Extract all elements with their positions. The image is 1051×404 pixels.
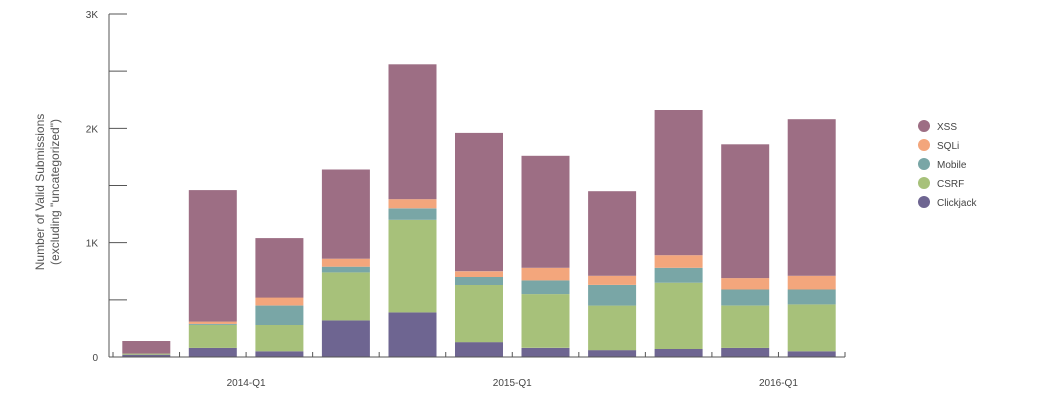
bar-segment-csrf-2015-q4	[721, 305, 770, 348]
bar-segment-clickjack-2015-q3	[654, 349, 703, 357]
bar-segment-xss-2015-q1	[521, 155, 570, 268]
bar-segment-sqli-2014-q1	[255, 297, 304, 306]
bar-segment-csrf-2014-q4	[455, 285, 503, 343]
bar-segment-clickjack-2015-q2	[588, 350, 637, 357]
y-ticks-layer: 0 1K 2K 3K	[86, 10, 127, 364]
bar-segment-sqli-2015-q2	[588, 275, 637, 285]
legend-label-csrf: CSRF	[937, 179, 964, 190]
bar-segment-clickjack-2015-q1	[521, 347, 570, 357]
bar-segment-clickjack-2013-q3	[122, 354, 171, 357]
legend-swatch-mobile	[918, 158, 930, 170]
legend-label-xss: XSS	[937, 122, 957, 133]
legend-swatch-xss	[918, 120, 930, 132]
bar-segment-clickjack-2014-q3	[388, 312, 437, 357]
bar-segment-sqli-2013-q4	[188, 321, 237, 324]
bar-segment-csrf-2015-q1	[521, 294, 570, 348]
bar-segment-xss-2013-q4	[188, 190, 237, 322]
x-tick-label: 2016-Q1	[759, 378, 798, 389]
bar-segment-clickjack-2013-q4	[188, 347, 237, 357]
legend-label-clickjack: Clickjack	[937, 198, 977, 209]
bar-segment-xss-2014-q2	[321, 169, 370, 259]
bar-segment-xss-2014-q4	[455, 132, 503, 272]
bar-segment-sqli-2014-q2	[321, 258, 370, 267]
bars-layer	[122, 64, 836, 357]
legend: XSS SQLi Mobile CSRF Clickjack	[918, 120, 977, 209]
legend-swatch-sqli	[918, 139, 930, 151]
y-axis-subtitle: (excluding "uncategorized")	[48, 119, 62, 265]
bar-segment-sqli-2015-q4	[721, 278, 770, 290]
bar-segment-xss-2015-q3	[654, 110, 703, 256]
bar-segment-sqli-2015-q3	[654, 255, 703, 268]
bar-segment-csrf-2016-q1	[787, 304, 836, 352]
bar-segment-mobile-2015-q4	[721, 289, 770, 306]
bar-segment-xss-2015-q4	[721, 144, 770, 279]
legend-swatch-clickjack	[918, 196, 930, 208]
bar-segment-csrf-2013-q3	[122, 353, 171, 355]
bar-segment-mobile-2014-q4	[455, 277, 503, 285]
legend-label-mobile: Mobile	[937, 160, 967, 171]
bar-segment-clickjack-2015-q4	[721, 347, 770, 357]
bar-segment-xss-2015-q2	[588, 191, 637, 276]
bar-segment-csrf-2015-q2	[588, 305, 637, 351]
bar-segment-clickjack-2016-q1	[787, 351, 836, 357]
y-axis-title: Number of Valid Submissions	[33, 114, 47, 271]
bar-segment-csrf-2014-q3	[388, 219, 437, 313]
bar-segment-sqli-2015-q1	[521, 267, 570, 281]
y-tick-label: 1K	[86, 239, 99, 250]
bar-segment-csrf-2013-q4	[188, 325, 237, 348]
bar-segment-csrf-2014-q2	[321, 272, 370, 321]
x-tick-label: 2015-Q1	[493, 378, 532, 389]
bar-segment-xss-2014-q1	[255, 238, 304, 298]
legend-label-sqli: SQLi	[937, 141, 959, 152]
bar-segment-clickjack-2014-q2	[321, 320, 370, 357]
bar-segment-sqli-2014-q4	[455, 271, 503, 277]
bar-segment-clickjack-2014-q1	[255, 351, 304, 357]
bar-segment-mobile-2014-q1	[255, 305, 304, 325]
bar-segment-mobile-2013-q4	[188, 323, 237, 325]
y-tick-label: 2K	[86, 124, 99, 135]
bar-segment-clickjack-2014-q4	[455, 342, 503, 357]
bar-segment-mobile-2014-q3	[388, 208, 437, 220]
legend-swatch-csrf	[918, 177, 930, 189]
bar-segment-csrf-2015-q3	[654, 282, 703, 349]
bar-segment-mobile-2015-q3	[654, 267, 703, 283]
y-tick-label: 3K	[86, 10, 99, 21]
bar-segment-csrf-2014-q1	[255, 325, 304, 352]
y-tick-label: 0	[92, 353, 98, 364]
bar-segment-mobile-2014-q2	[321, 266, 370, 273]
bar-segment-mobile-2016-q1	[787, 289, 836, 305]
x-ticks-layer: 2014-Q1 2015-Q1 2016-Q1	[112, 352, 846, 389]
x-tick-label: 2014-Q1	[227, 378, 266, 389]
bar-segment-mobile-2015-q1	[521, 280, 570, 295]
bar-segment-sqli-2016-q1	[787, 275, 836, 290]
bar-segment-mobile-2015-q2	[588, 285, 637, 306]
bar-segment-sqli-2014-q3	[388, 199, 437, 209]
bar-segment-xss-2014-q3	[388, 64, 437, 200]
bar-segment-xss-2013-q3	[122, 341, 171, 354]
bar-segment-xss-2016-q1	[787, 119, 836, 276]
